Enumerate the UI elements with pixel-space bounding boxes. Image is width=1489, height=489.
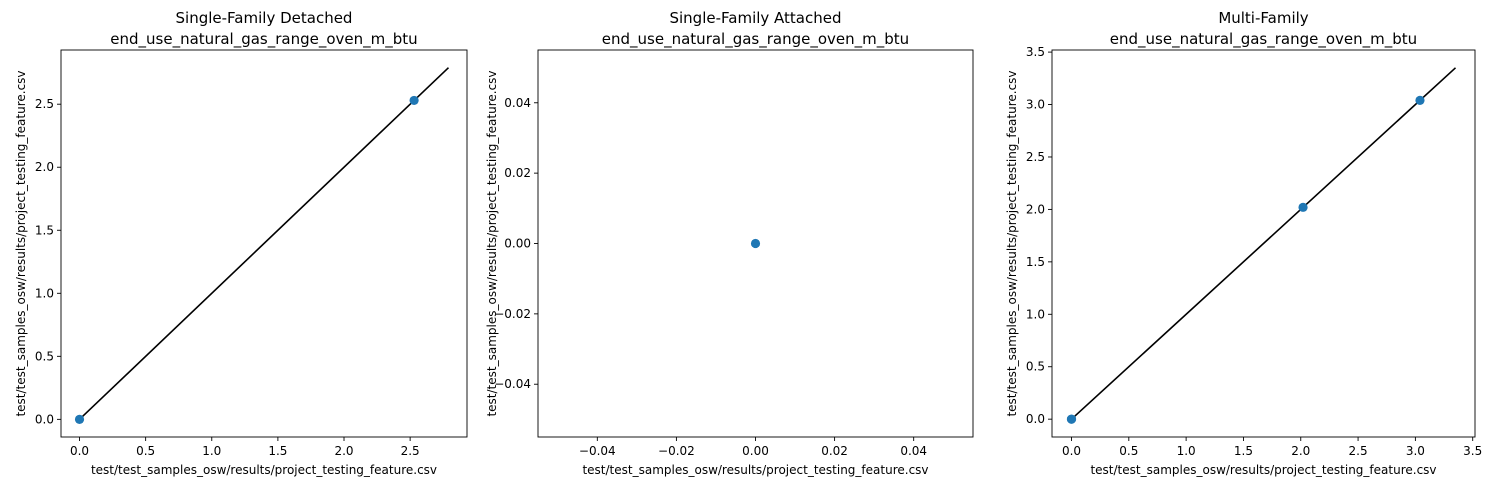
x-tick-label: −0.04 — [579, 444, 616, 458]
y-tick-label: 3.0 — [1026, 98, 1045, 112]
x-tick-label: 1.0 — [1177, 444, 1196, 458]
axes-frame — [60, 49, 468, 438]
axes-frame — [1051, 49, 1476, 438]
y-tick-label: −0.02 — [494, 307, 531, 321]
subplot-subtitle: end_use_natural_gas_range_oven_m_btu — [1110, 30, 1417, 49]
subplot-subtitle: end_use_natural_gas_range_oven_m_btu — [602, 30, 909, 49]
data-point — [1298, 202, 1308, 212]
y-tick-label: 1.0 — [1026, 307, 1045, 321]
x-tick-label: 2.5 — [1349, 444, 1368, 458]
y-axis-label: test/test_samples_osw/results/project_te… — [14, 70, 28, 416]
x-tick-label: 0.0 — [70, 444, 89, 458]
data-point — [1066, 414, 1077, 424]
x-axis-label: test/test_samples_osw/results/project_te… — [91, 463, 437, 477]
x-tick-label: 2.0 — [1291, 444, 1310, 458]
y-tick-label: 0.5 — [1026, 360, 1045, 374]
x-tick-label: 0.5 — [136, 444, 155, 458]
y-tick-label: 1.5 — [1026, 255, 1045, 269]
x-tick-label: 0.0 — [1062, 444, 1081, 458]
subplot-3: Multi-Family end_use_natural_gas_range_ov… — [1005, 9, 1482, 477]
x-tick-label: 1.0 — [202, 444, 221, 458]
data-point — [409, 95, 419, 106]
x-axis-label: test/test_samples_osw/results/project_te… — [1090, 463, 1436, 477]
y-tick-label: 0.0 — [1026, 412, 1045, 426]
y-tick-label: −0.04 — [494, 377, 531, 391]
subplot-2: Single-Family Attached end_use_natural_ga… — [485, 9, 974, 477]
y-tick-label: 2.5 — [1026, 150, 1045, 164]
data-point — [1415, 95, 1425, 105]
subplot-title: Single-Family Attached — [669, 9, 841, 27]
x-tick-label: 0.00 — [742, 444, 769, 458]
y-tick-label: 3.5 — [1026, 45, 1045, 59]
y-tick-label: 2.0 — [35, 160, 54, 174]
x-tick-label: 1.5 — [1234, 444, 1253, 458]
y-axis-label: test/test_samples_osw/results/project_te… — [485, 70, 499, 416]
reference-line — [1070, 67, 1457, 420]
y-tick-label: 1.0 — [35, 286, 54, 300]
data-point — [750, 238, 761, 249]
y-tick-label: 1.5 — [35, 223, 54, 237]
x-tick-label: 0.5 — [1119, 444, 1138, 458]
x-tick-label: −0.02 — [658, 444, 695, 458]
y-axis-label: test/test_samples_osw/results/project_te… — [1005, 70, 1019, 416]
x-tick-label: 2.0 — [334, 444, 353, 458]
subplot-title: Single-Family Detached — [176, 9, 353, 27]
x-tick-label: 3.0 — [1406, 444, 1425, 458]
data-point — [74, 414, 85, 424]
reference-line — [78, 67, 450, 420]
subplot-subtitle: end_use_natural_gas_range_oven_m_btu — [110, 30, 417, 49]
x-tick-label: 0.02 — [821, 444, 848, 458]
y-tick-label: 0.0 — [35, 412, 54, 426]
subplot-1: Single-Family Detached end_use_natural_ga… — [14, 9, 468, 477]
x-tick-label: 3.5 — [1463, 444, 1482, 458]
x-tick-label: 2.5 — [401, 444, 420, 458]
y-tick-label: 0.04 — [504, 96, 531, 110]
y-tick-label: 2.0 — [1026, 202, 1045, 216]
y-tick-label: 2.5 — [35, 97, 54, 111]
y-tick-label: 0.02 — [504, 166, 531, 180]
x-tick-label: 1.5 — [268, 444, 287, 458]
x-tick-label: 0.04 — [900, 444, 927, 458]
x-axis-label: test/test_samples_osw/results/project_te… — [582, 463, 928, 477]
y-tick-label: 0.00 — [504, 237, 531, 251]
y-tick-label: 0.5 — [35, 349, 54, 363]
subplot-title: Multi-Family — [1218, 9, 1308, 27]
